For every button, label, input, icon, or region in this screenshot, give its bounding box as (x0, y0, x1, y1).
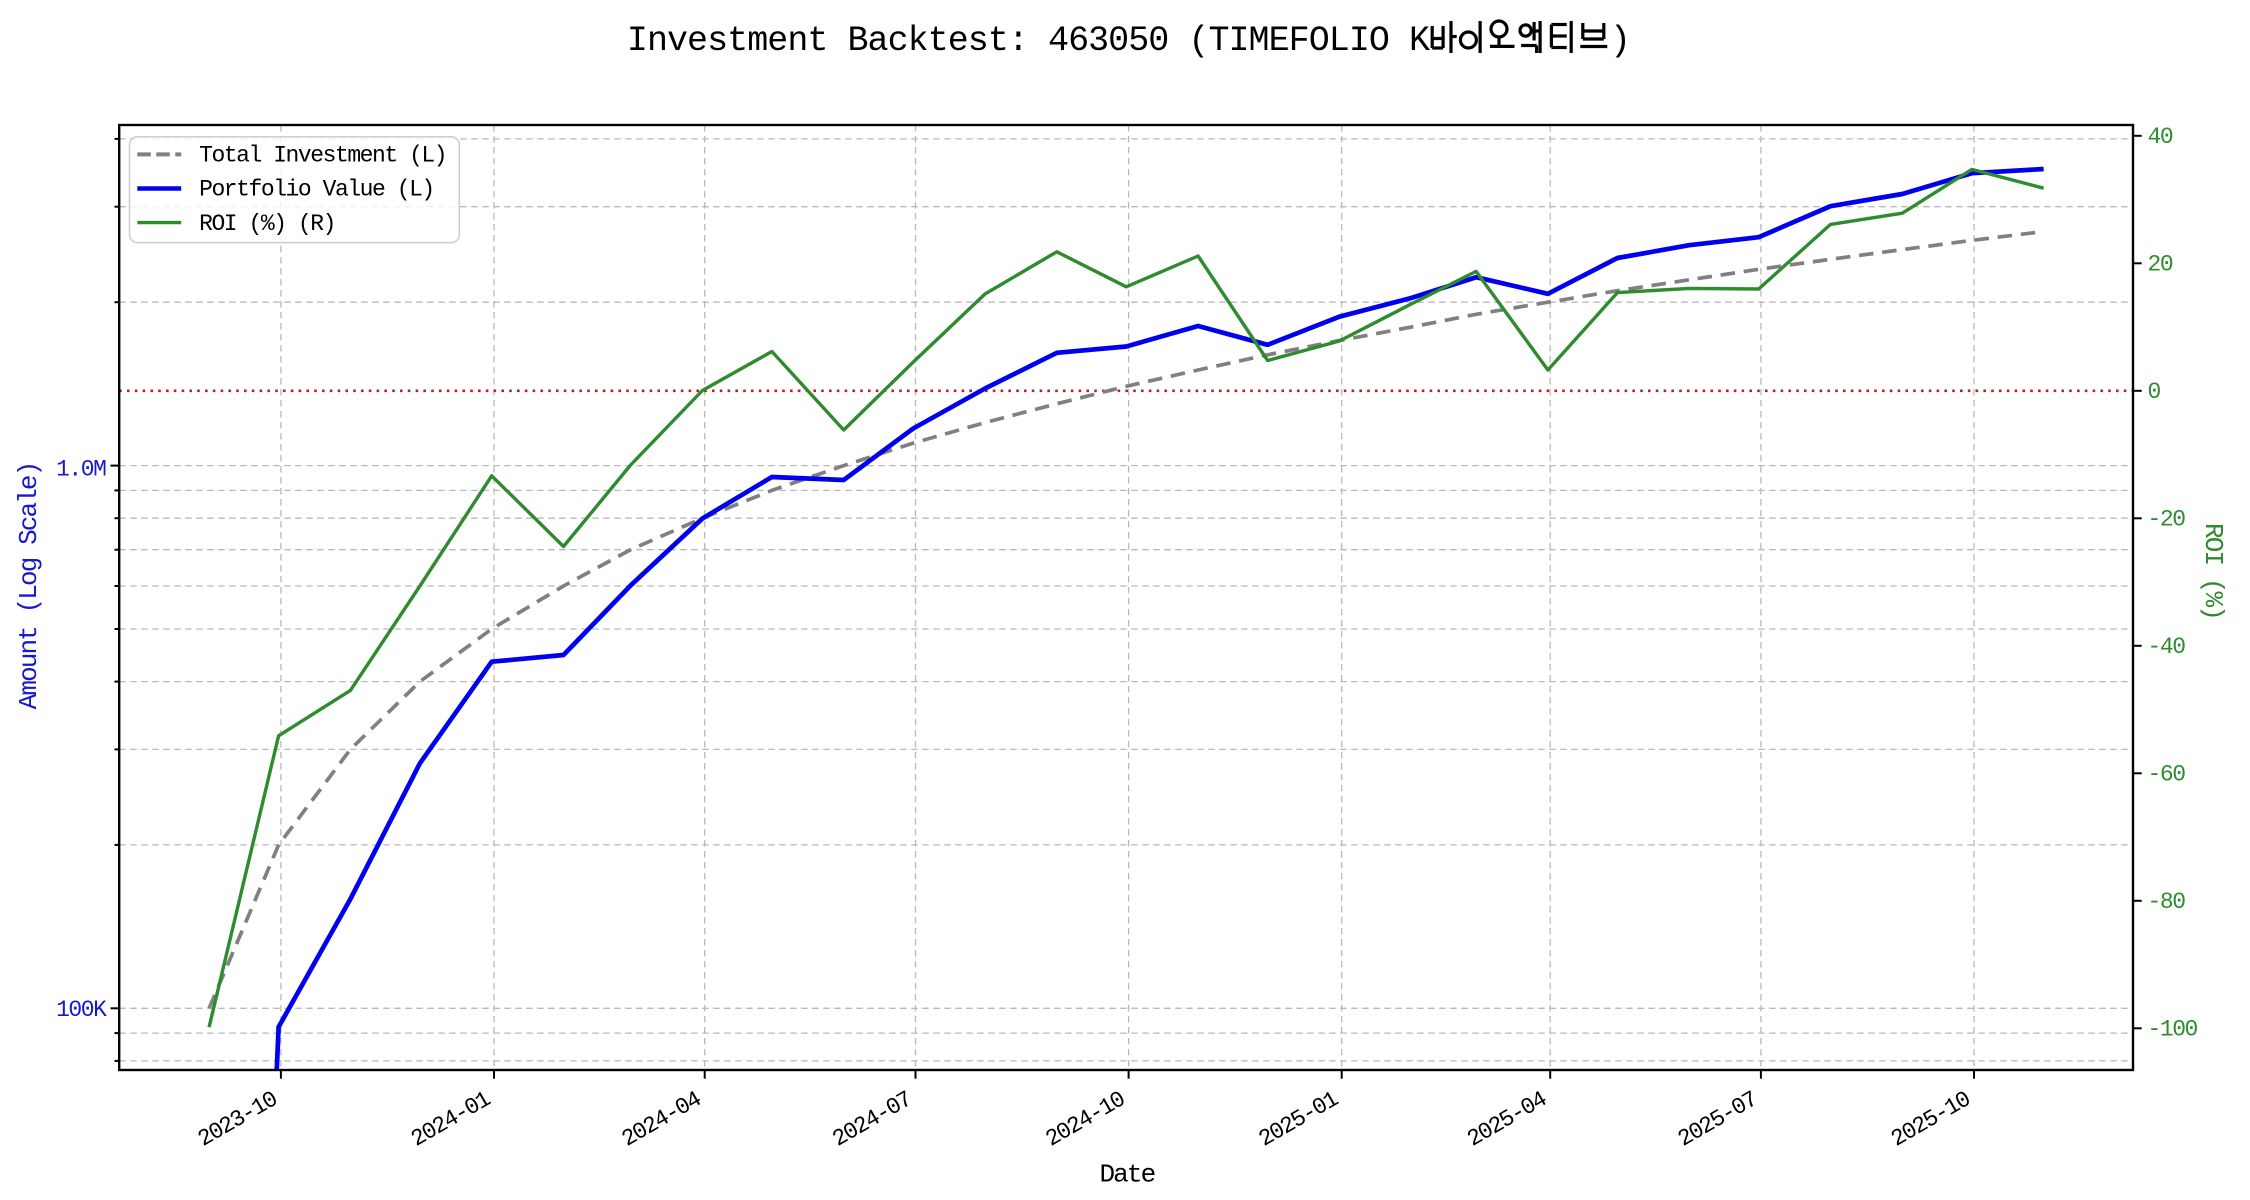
svg-text:-40: -40 (2148, 634, 2186, 660)
svg-text:Amount (Log Scale): Amount (Log Scale) (14, 463, 44, 710)
svg-text:-20: -20 (2148, 507, 2186, 533)
svg-text:-60: -60 (2148, 762, 2186, 788)
svg-text:40: 40 (2148, 124, 2173, 150)
svg-text:-80: -80 (2148, 889, 2186, 915)
svg-text:Total Investment (L): Total Investment (L) (199, 143, 446, 169)
svg-text:Date: Date (1099, 1159, 1154, 1189)
svg-text:1.0M: 1.0M (56, 457, 106, 483)
svg-text:100K: 100K (56, 997, 107, 1023)
svg-text:Portfolio Value (L): Portfolio Value (L) (199, 177, 434, 203)
svg-text:Investment Backtest: 463050 (T: Investment Backtest: 463050 (TIMEFOLIO K (627, 21, 1430, 61)
svg-text:20: 20 (2148, 252, 2173, 278)
svg-text:ROI (%): ROI (%) (2198, 523, 2228, 619)
svg-text:ROI (%) (R): ROI (%) (R) (199, 211, 335, 237)
svg-text:-100: -100 (2148, 1017, 2198, 1043)
svg-text:): ) (1610, 21, 1630, 61)
svg-text:0: 0 (2148, 379, 2161, 405)
